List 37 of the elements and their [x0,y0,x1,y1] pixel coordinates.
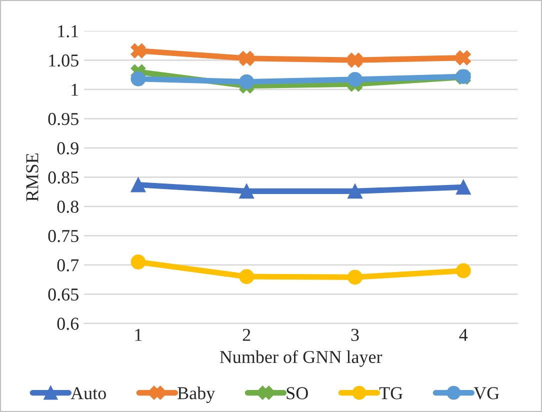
y-tick-label: 0.85 [48,171,78,184]
point [456,263,471,278]
point [239,74,254,90]
y-tick-label: 0.6 [57,318,79,330]
legend-label: TG [379,387,403,400]
point [348,270,362,285]
point [239,184,254,199]
point [348,72,362,87]
y-tick-label: 0.7 [57,259,79,272]
point [348,52,362,68]
point [348,184,362,199]
x-tick-label: 3 [351,328,359,341]
y-tick-label: 0.8 [57,200,78,213]
x-tick-label: 1 [135,328,142,341]
y-tick-label: 0.75 [48,230,78,242]
y-axis-title: RMSE [26,153,38,202]
point [456,50,471,66]
x-tick-label: 4 [459,328,468,341]
y-tick-label: 1.1 [58,25,78,38]
point [130,43,146,58]
y-tick-label: 0.9 [57,142,78,154]
x-tick-label: 2 [242,328,250,341]
point [130,177,146,192]
y-tick-label: 1.05 [49,54,78,67]
x-axis-title: Number of GNN layer [220,350,382,367]
point [239,269,254,284]
point [130,71,146,86]
y-tick-label: 0.95 [48,112,78,126]
point [239,50,254,66]
legend-label: SO [286,387,308,400]
point [130,254,146,270]
legend-label: VG [474,387,500,400]
legend-label: Baby [178,386,216,404]
point [456,180,471,195]
legend-label: Auto [70,387,106,400]
y-tick-label: 0.65 [48,288,78,301]
y-tick-label: 1 [72,84,78,96]
